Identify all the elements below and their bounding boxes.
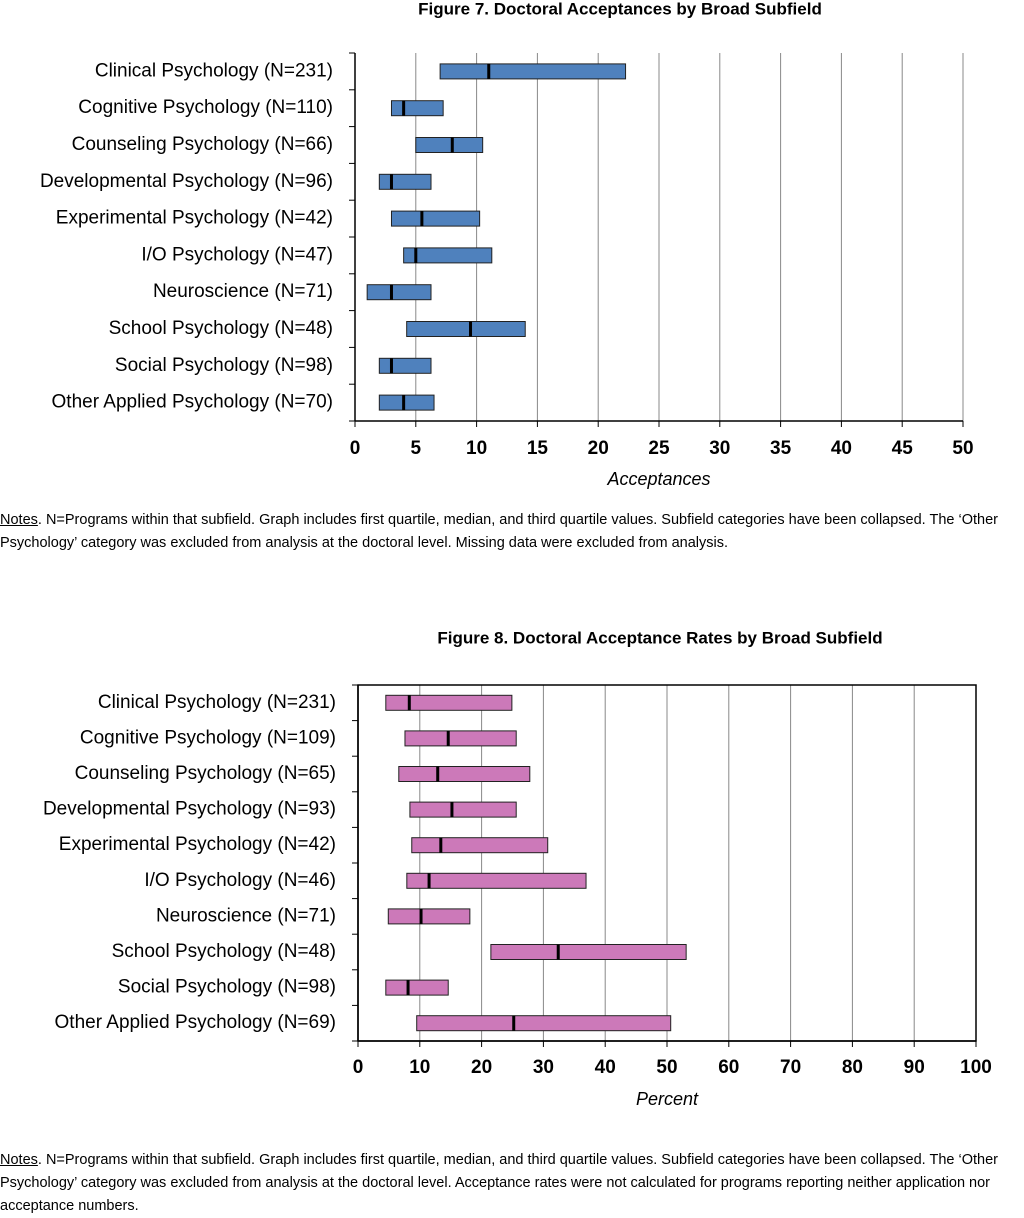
- x-tick-label: 10: [466, 438, 487, 459]
- iqr-bar: [385, 979, 449, 996]
- iqr-bar: [416, 1015, 672, 1032]
- median-mark: [450, 802, 454, 818]
- median-mark: [487, 63, 491, 79]
- iqr-bar: [366, 284, 432, 301]
- x-tick-label: 60: [718, 1057, 739, 1078]
- median-mark: [389, 284, 393, 300]
- iqr-bar: [390, 100, 444, 117]
- category-label: Developmental Psychology (N=93): [43, 799, 336, 820]
- median-mark: [402, 395, 406, 411]
- x-tick-label: 50: [656, 1057, 677, 1078]
- x-tick-label: 0: [353, 1057, 364, 1078]
- category-label: Clinical Psychology (N=231): [95, 60, 333, 81]
- category-label: Experimental Psychology (N=42): [59, 834, 336, 855]
- x-tick-label: 50: [952, 438, 973, 459]
- iqr-bar: [378, 357, 432, 374]
- median-mark: [407, 695, 411, 711]
- x-tick-label: 10: [409, 1057, 430, 1078]
- category-label: Social Psychology (N=98): [118, 977, 336, 998]
- category-label: Counseling Psychology (N=66): [72, 134, 333, 155]
- iqr-bar: [385, 694, 513, 711]
- iqr-bar: [378, 173, 432, 190]
- median-mark: [402, 100, 406, 116]
- category-label: Clinical Psychology (N=231): [98, 692, 336, 713]
- x-tick-label: 15: [527, 438, 549, 459]
- x-tick-label: 0: [350, 438, 361, 459]
- median-mark: [389, 358, 393, 374]
- x-tick-label: 100: [960, 1057, 992, 1078]
- chart-title: Figure 7. Doctoral Acceptances by Broad …: [418, 0, 822, 18]
- x-tick-label: 80: [842, 1057, 863, 1078]
- median-mark: [446, 730, 450, 746]
- category-label: Neuroscience (N=71): [153, 281, 333, 302]
- x-tick-label: 25: [648, 438, 670, 459]
- median-mark: [556, 944, 560, 960]
- iqr-bar: [409, 801, 517, 818]
- chart-title: Figure 8. Doctoral Acceptance Rates by B…: [437, 628, 882, 647]
- x-tick-label: 40: [595, 1057, 616, 1078]
- x-axis-label: Percent: [636, 1089, 699, 1109]
- category-label: I/O Psychology (N=46): [144, 870, 336, 891]
- category-label: Developmental Psychology (N=96): [40, 171, 333, 192]
- x-tick-label: 45: [892, 438, 914, 459]
- category-label: I/O Psychology (N=47): [141, 244, 333, 265]
- category-label: Cognitive Psychology (N=110): [78, 97, 333, 118]
- x-tick-label: 30: [709, 438, 730, 459]
- x-tick-label: 90: [904, 1057, 925, 1078]
- median-mark: [420, 211, 424, 227]
- x-tick-label: 30: [533, 1057, 554, 1078]
- iqr-bar: [406, 321, 526, 337]
- median-mark: [406, 980, 410, 996]
- x-tick-label: 20: [588, 438, 609, 459]
- x-tick-label: 40: [831, 438, 852, 459]
- x-tick-label: 70: [780, 1057, 801, 1078]
- x-tick-label: 5: [411, 438, 422, 459]
- category-label: School Psychology (N=48): [109, 318, 333, 339]
- median-mark: [419, 908, 423, 924]
- iqr-bar: [439, 63, 627, 80]
- median-mark: [414, 247, 418, 263]
- notes-text: . N=Programs within that subfield. Graph…: [0, 512, 998, 551]
- notes-text: . N=Programs within that subfield. Graph…: [0, 1152, 998, 1214]
- x-tick-label: 20: [471, 1057, 492, 1078]
- notes: Notes. N=Programs within that subfield. …: [0, 509, 1024, 555]
- category-label: Neuroscience (N=71): [156, 905, 336, 926]
- median-mark: [439, 837, 443, 853]
- iqr-bar: [390, 210, 481, 227]
- category-label: Other Applied Psychology (N=69): [55, 1012, 336, 1033]
- category-label: Cognitive Psychology (N=109): [80, 727, 336, 748]
- category-label: Counseling Psychology (N=65): [75, 763, 336, 784]
- notes: Notes. N=Programs within that subfield. …: [0, 1149, 1024, 1218]
- median-mark: [469, 321, 473, 337]
- category-label: School Psychology (N=48): [112, 941, 336, 962]
- median-mark: [450, 137, 454, 153]
- category-label: Social Psychology (N=98): [115, 355, 333, 376]
- x-tick-label: 35: [770, 438, 792, 459]
- iqr-bar: [378, 394, 435, 411]
- notes-label: Notes: [0, 1152, 38, 1168]
- iqr-bar: [415, 137, 484, 153]
- iqr-bar: [404, 730, 517, 747]
- median-mark: [512, 1015, 516, 1031]
- median-mark: [389, 174, 393, 190]
- iqr-bar: [406, 872, 587, 889]
- iqr-bar: [411, 837, 549, 854]
- iqr-bar: [398, 766, 531, 782]
- category-label: Experimental Psychology (N=42): [56, 208, 333, 229]
- median-mark: [436, 766, 440, 782]
- median-mark: [427, 873, 431, 889]
- iqr-bar: [387, 908, 471, 925]
- iqr-bar: [490, 944, 687, 960]
- x-axis-label: Acceptances: [606, 469, 710, 489]
- notes-label: Notes: [0, 512, 38, 528]
- iqr-bar: [403, 247, 493, 264]
- category-label: Other Applied Psychology (N=70): [52, 392, 333, 413]
